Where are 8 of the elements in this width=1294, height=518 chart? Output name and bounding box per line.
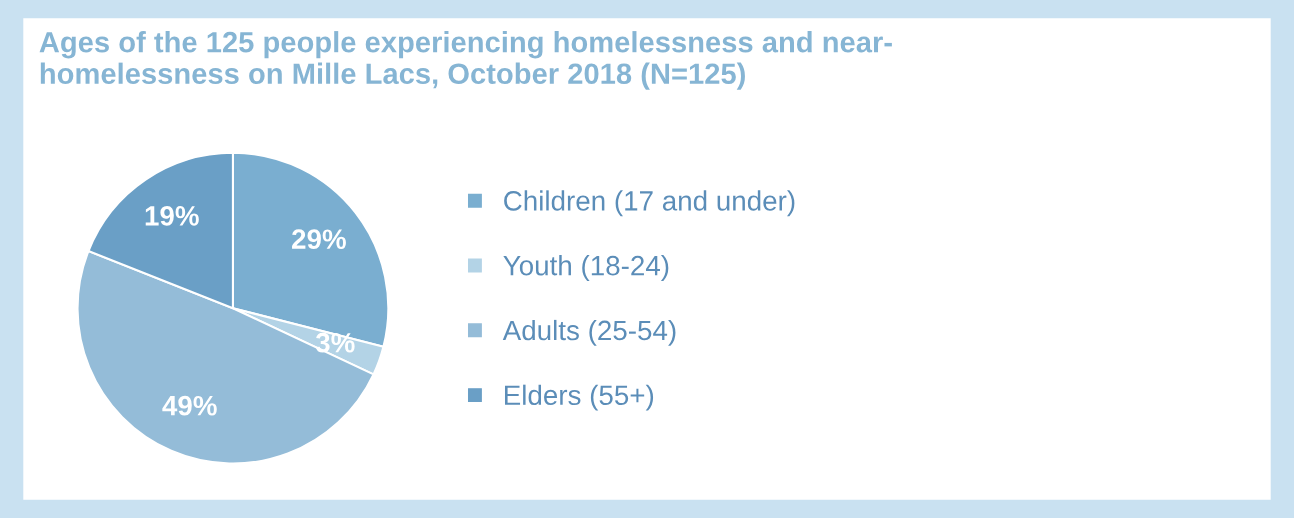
data-label: 19% [145,206,199,226]
legend-label: Youth (18-24) [503,255,669,281]
legend-label: Elders (55+) [504,384,654,411]
data-label: 49% [162,395,217,416]
legend-label: Adults (25-54) [502,319,676,346]
data-label: 29% [292,229,346,249]
legend-label: Children (17 and under) [504,190,795,217]
chart-title: Ages of the 125 people experiencing homelessness and near- homelessness on Mille Lacs, October 2018 (N=125) [39,31,892,90]
